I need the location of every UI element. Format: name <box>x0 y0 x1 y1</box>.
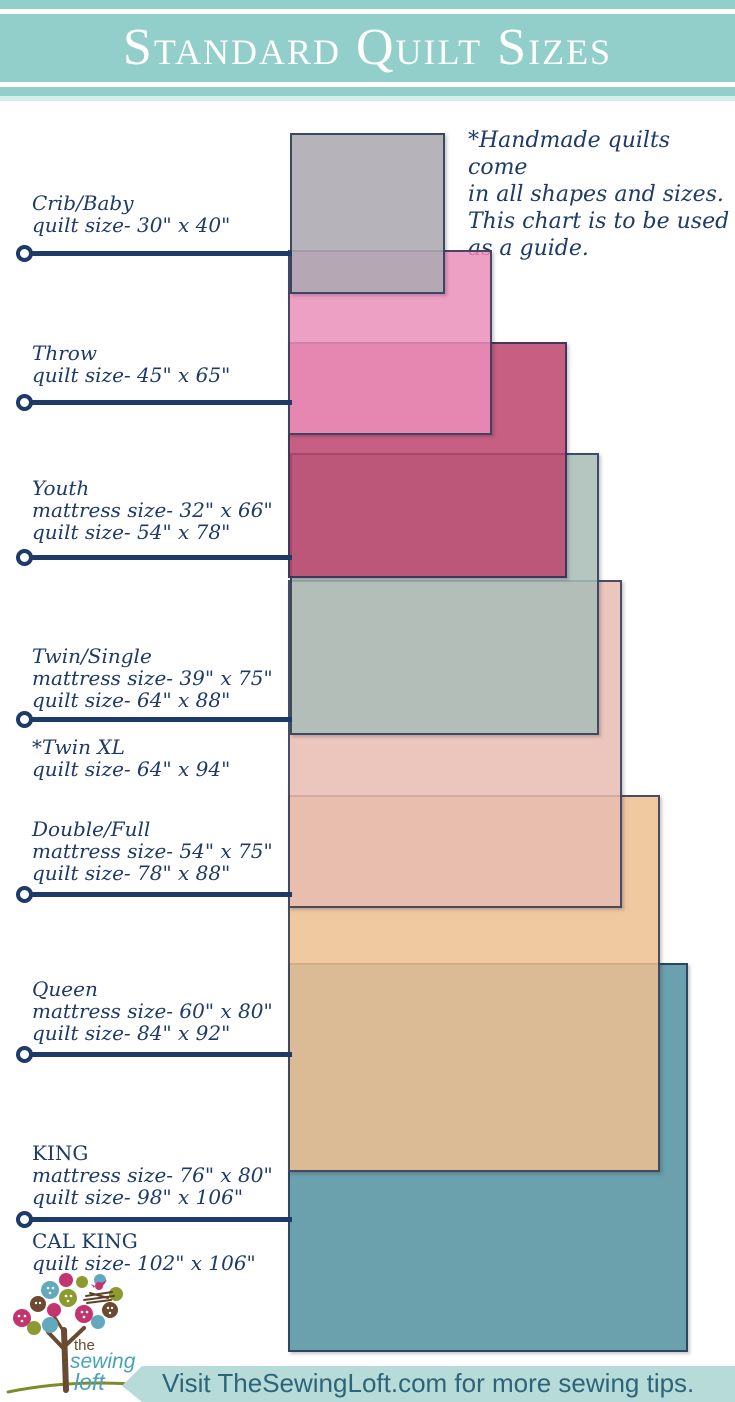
note-line: as a guide. <box>468 236 589 261</box>
label-line: mattress size- 32" x 66" <box>32 498 273 522</box>
logo-trunk <box>46 1314 86 1393</box>
label-line: mattress size- 76" x 80" <box>32 1163 273 1187</box>
footer-link-text: Visit TheSewingLoft.com for more sewing … <box>162 1368 695 1398</box>
label-line: mattress size- 60" x 80" <box>32 999 273 1023</box>
label-twin-xl: *Twin XL quilt size- 64" x 94" <box>32 736 230 780</box>
pointer-youth <box>16 549 294 566</box>
pointer-line <box>30 892 292 897</box>
pointer-line <box>30 555 292 560</box>
label-line: quilt size- 102" x 106" <box>32 1251 256 1275</box>
label-crib-baby: Crib/Baby quilt size- 30" x 40" <box>32 192 230 236</box>
note-line: This chart is to be used <box>468 209 730 234</box>
pointer-crib-baby <box>16 245 294 262</box>
pointer-king <box>16 1211 294 1228</box>
rect-crib-baby <box>290 133 445 294</box>
label-cal-king: CAL KING quilt size- 102" x 106" <box>32 1230 256 1274</box>
label-line: mattress size- 39" x 75" <box>32 666 273 690</box>
label-double-full: Double/Full mattress size- 54" x 75" qui… <box>32 818 273 884</box>
button-tree-logo: the sewing loft <box>6 1273 136 1395</box>
logo-ground <box>6 1381 134 1394</box>
logo-buttons <box>13 1273 123 1335</box>
label-line: Queen <box>32 977 98 1001</box>
label-line: Double/Full <box>32 817 151 841</box>
label-line: CAL KING <box>32 1229 138 1253</box>
label-line: quilt size- 54" x 78" <box>32 520 231 544</box>
label-line: quilt size- 98" x 106" <box>32 1185 244 1209</box>
logo-text-sewing: sewing <box>70 1350 136 1373</box>
label-line: Crib/Baby <box>32 191 134 215</box>
pointer-queen <box>16 1046 294 1063</box>
header-banner: Standard Quilt Sizes <box>0 0 735 96</box>
label-youth: Youth mattress size- 32" x 66" quilt siz… <box>32 477 273 543</box>
pointer-line <box>30 251 292 256</box>
logo-nest <box>83 1291 115 1304</box>
pointer-line <box>30 1052 292 1057</box>
label-line: mattress size- 54" x 75" <box>32 839 273 863</box>
banner-stripe-top <box>0 9 735 14</box>
pointer-line <box>30 1217 292 1222</box>
label-queen: Queen mattress size- 60" x 80" quilt siz… <box>32 978 273 1044</box>
label-line: *Twin XL <box>32 735 125 759</box>
pointer-twin-single <box>16 711 294 728</box>
note-line: in all shapes and sizes. <box>468 182 724 207</box>
label-line: quilt size- 78" x 88" <box>32 861 231 885</box>
label-throw: Throw quilt size- 45" x 65" <box>32 342 230 386</box>
page-title: Standard Quilt Sizes <box>122 19 613 76</box>
pointer-throw <box>16 394 294 411</box>
label-line: quilt size- 64" x 94" <box>32 757 231 781</box>
logo-text-the: the <box>74 1337 95 1354</box>
label-twin-single: Twin/Single mattress size- 39" x 75" qui… <box>32 645 273 711</box>
label-king: KING mattress size- 76" x 80" quilt size… <box>32 1142 273 1208</box>
label-line: quilt size- 45" x 65" <box>32 363 231 387</box>
note-line: *Handmade quilts come <box>468 128 671 180</box>
banner-underline <box>0 96 735 101</box>
label-line: KING <box>32 1141 89 1165</box>
label-line: Youth <box>32 476 90 500</box>
label-line: Throw <box>32 341 97 365</box>
logo-bird <box>91 1280 107 1290</box>
label-line: quilt size- 84" x 92" <box>32 1021 231 1045</box>
logo-text-loft: loft <box>74 1369 106 1395</box>
pointer-line <box>30 717 292 722</box>
label-line: quilt size- 30" x 40" <box>32 213 231 237</box>
label-line: quilt size- 64" x 88" <box>32 688 231 712</box>
footer-ribbon: Visit TheSewingLoft.com for more sewing … <box>122 1366 735 1402</box>
pointer-line <box>30 400 292 405</box>
banner-stripe-bottom <box>0 82 735 87</box>
pointer-double-full <box>16 886 294 903</box>
disclaimer-note: *Handmade quilts come in all shapes and … <box>468 127 733 262</box>
label-line: Twin/Single <box>32 644 152 668</box>
